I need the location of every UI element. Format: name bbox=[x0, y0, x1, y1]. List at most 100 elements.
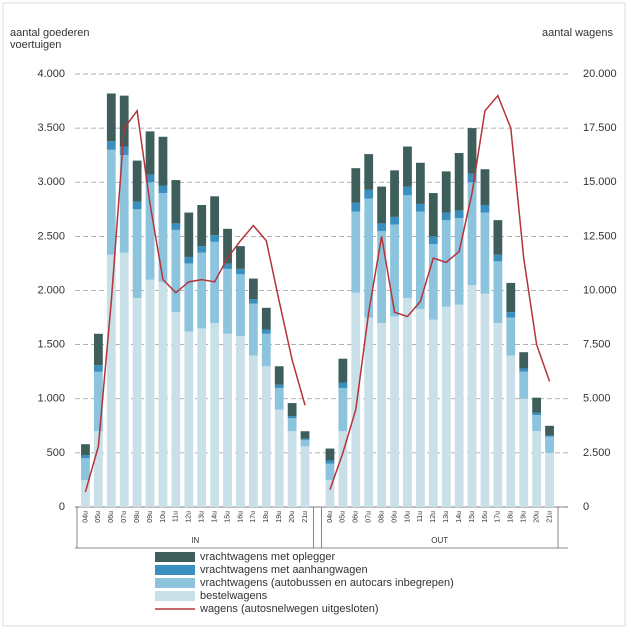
y2-tick-label: 2.500 bbox=[583, 447, 611, 459]
bar-segment bbox=[132, 298, 142, 507]
bar-segment bbox=[119, 95, 129, 147]
legend-label: bestelwagens bbox=[200, 590, 268, 602]
line-series bbox=[84, 108, 306, 493]
bar-segment bbox=[300, 446, 310, 507]
legend-swatch bbox=[155, 565, 195, 575]
x-tick-label: 12u bbox=[186, 511, 193, 523]
bar-segment bbox=[81, 444, 90, 456]
bar-segment bbox=[415, 162, 425, 204]
x-tick-label: 21u bbox=[546, 511, 553, 523]
bar-segment bbox=[428, 243, 438, 320]
y2-axis-label: aantal wagens bbox=[542, 27, 613, 39]
group-label: OUT bbox=[431, 536, 448, 545]
legend-label: vrachtwagens met oplegger bbox=[200, 551, 335, 563]
bar-segment bbox=[93, 431, 103, 507]
x-tick-label: 18u bbox=[508, 511, 515, 523]
bar-segment bbox=[415, 308, 425, 507]
bar-segment bbox=[106, 93, 116, 142]
bar-segment bbox=[119, 146, 129, 156]
bar-segment bbox=[467, 182, 477, 286]
bar-segment bbox=[145, 182, 155, 280]
bar-segment bbox=[171, 312, 181, 507]
bar-segment bbox=[403, 146, 412, 187]
bar-segment bbox=[428, 193, 438, 237]
bar-segment bbox=[300, 439, 310, 447]
x-tick-label: 13u bbox=[199, 511, 206, 523]
bar-segment bbox=[351, 202, 361, 212]
y-tick-label: 1.500 bbox=[37, 339, 65, 351]
x-tick-label: 11u bbox=[173, 511, 180, 522]
bar-segment bbox=[377, 230, 387, 323]
bar-segment bbox=[325, 448, 335, 461]
bar-segment bbox=[519, 371, 529, 399]
bar-segment bbox=[145, 131, 155, 175]
bar-segment bbox=[274, 409, 284, 507]
x-tick-label: 15u bbox=[224, 511, 231, 523]
bar-segment bbox=[145, 174, 155, 183]
y2-tick-label: 20.000 bbox=[583, 68, 617, 80]
bar-segment bbox=[325, 463, 335, 480]
line-series bbox=[329, 94, 551, 490]
x-tick-label: 05u bbox=[340, 511, 347, 523]
bar-segment bbox=[171, 223, 181, 230]
bar-segment bbox=[248, 303, 258, 356]
y-tick-label: 0 bbox=[59, 501, 65, 513]
bar-segment bbox=[428, 319, 438, 507]
x-tick-label: 14u bbox=[456, 511, 463, 523]
legend-label: vrachtwagens met aanhangwagen bbox=[200, 564, 368, 576]
x-tick-label: 07u bbox=[366, 511, 373, 523]
bar-segment bbox=[261, 333, 271, 367]
bar-segment bbox=[119, 155, 129, 253]
bar-segment bbox=[519, 398, 529, 507]
bar-segment bbox=[454, 210, 464, 218]
x-tick-label: 17u bbox=[495, 511, 502, 523]
bar-segment bbox=[248, 355, 258, 507]
bar-segment bbox=[236, 335, 245, 507]
bar-segment bbox=[377, 322, 387, 507]
bar-segment bbox=[480, 169, 490, 205]
legend-label: vrachtwagens (autobussen en autocars inb… bbox=[200, 577, 454, 589]
bar-segment bbox=[300, 438, 310, 440]
bar-segment bbox=[93, 333, 103, 366]
bar-segment bbox=[480, 204, 490, 213]
bar-segment bbox=[351, 168, 361, 203]
bar-segment bbox=[236, 268, 245, 275]
bar-segment bbox=[506, 317, 516, 356]
bar-segment bbox=[480, 212, 490, 294]
bar-segment bbox=[454, 153, 464, 211]
bar-segment bbox=[274, 387, 284, 410]
bar-segment bbox=[171, 229, 181, 313]
bar-segment bbox=[532, 414, 542, 432]
bar-segment bbox=[519, 368, 529, 372]
y-tick-label: 3.000 bbox=[37, 176, 65, 188]
bar-segment bbox=[184, 331, 194, 507]
bar-segment bbox=[351, 292, 361, 507]
bar-segment bbox=[261, 366, 271, 507]
bar-segment bbox=[364, 154, 374, 190]
bar-segment bbox=[364, 189, 374, 199]
bar-segment bbox=[81, 458, 90, 480]
bar-segment bbox=[197, 252, 207, 329]
bar-segment bbox=[184, 256, 194, 264]
bar-segment bbox=[506, 312, 516, 318]
bar-segment bbox=[545, 436, 554, 453]
bar-segment bbox=[106, 149, 116, 255]
x-tick-label: 06u bbox=[108, 511, 115, 523]
bar-segment bbox=[248, 299, 258, 304]
bar-segment bbox=[364, 198, 374, 318]
y2-tick-label: 15.000 bbox=[583, 176, 617, 188]
x-tick-label: 10u bbox=[160, 511, 167, 523]
bar-segment bbox=[403, 298, 412, 507]
x-tick-label: 09u bbox=[147, 511, 154, 523]
bar-segment bbox=[197, 246, 207, 253]
x-tick-label: 20u bbox=[533, 511, 540, 523]
bar-segment bbox=[119, 252, 129, 507]
bar-segment bbox=[325, 460, 335, 464]
x-tick-label: 05u bbox=[95, 511, 102, 523]
bar-segment bbox=[223, 333, 232, 507]
bar-segment bbox=[210, 322, 220, 507]
bar-segment bbox=[287, 416, 297, 419]
y2-tick-label: 5.000 bbox=[583, 393, 611, 405]
x-tick-label: 08u bbox=[134, 511, 141, 523]
